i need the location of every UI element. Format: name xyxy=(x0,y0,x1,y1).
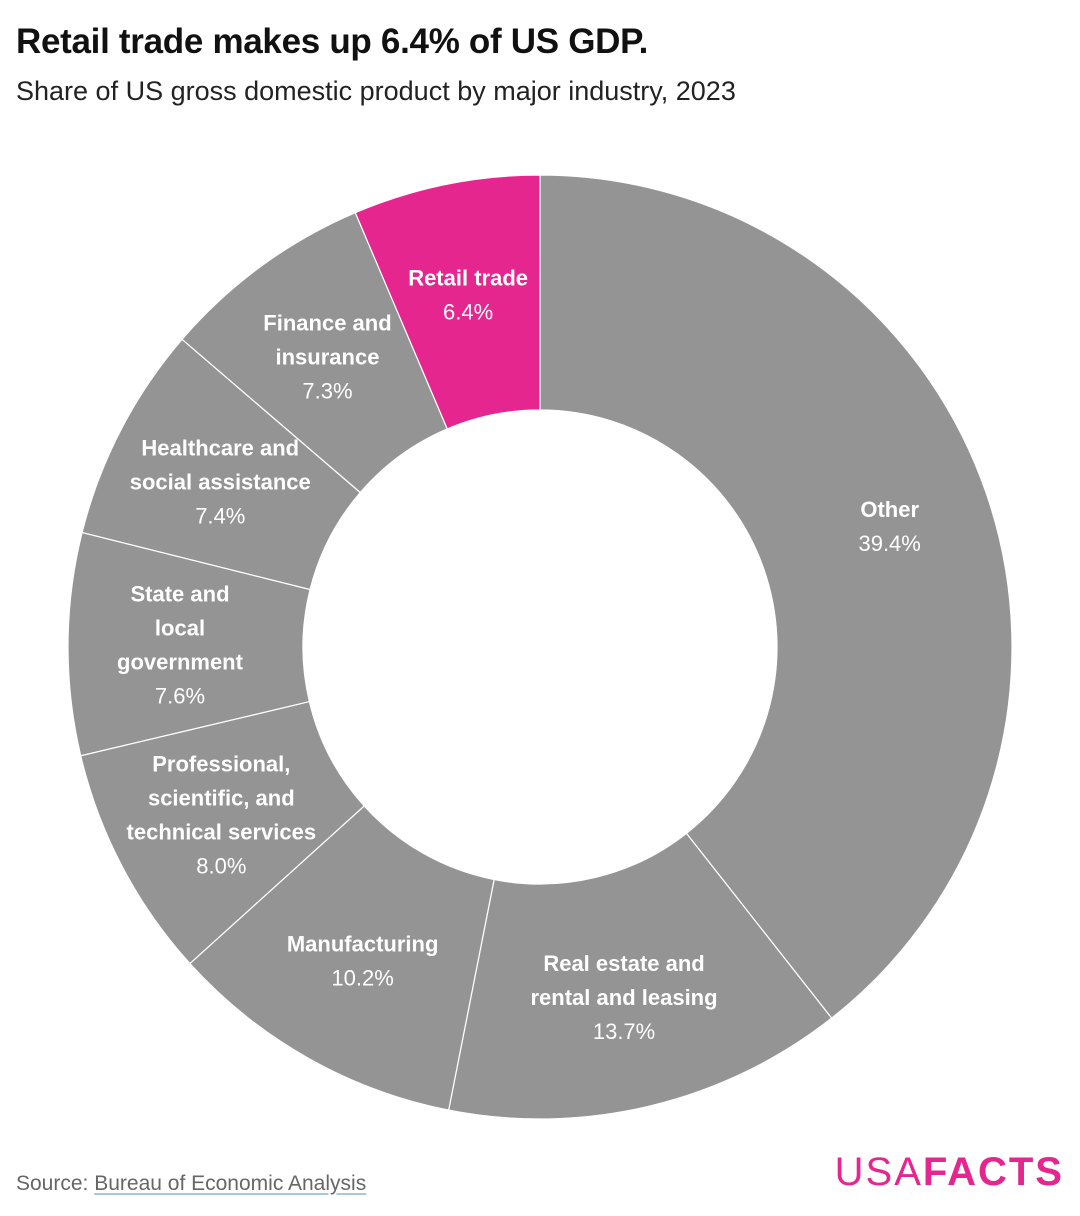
source-prefix: Source: xyxy=(16,1172,95,1195)
slice-label-3: Professional, scientific, and technical se… xyxy=(127,751,317,878)
slice-label-6: Finance and insurance 7.3% xyxy=(263,310,391,403)
slice-0 xyxy=(539,174,1013,1019)
slice-1 xyxy=(447,832,833,1120)
slice-name-6-1: insurance xyxy=(276,344,380,369)
source-note: Source: Bureau of Economic Analysis xyxy=(16,1172,366,1196)
chart-title: Retail trade makes up 6.4% of US GDP. xyxy=(16,22,649,61)
slice-value-6: 7.3% xyxy=(302,378,352,403)
slice-name-1-1: rental and leasing xyxy=(531,985,718,1010)
slice-value-5: 7.4% xyxy=(195,504,245,529)
slice-name-2-0: Manufacturing xyxy=(287,931,439,956)
slice-name-4-1: local xyxy=(155,616,205,641)
slice-value-7: 6.4% xyxy=(443,299,493,324)
logo-usa: USA xyxy=(834,1150,923,1194)
slice-name-1-0: Real estate and xyxy=(543,951,704,976)
slice-label-2: Manufacturing 10.2% xyxy=(287,931,439,990)
usafacts-logo: USAFACTS xyxy=(835,1150,1064,1195)
slice-7 xyxy=(354,174,541,430)
logo-facts: FACTS xyxy=(922,1150,1064,1194)
slice-name-0-0: Other xyxy=(860,497,919,522)
slice-label-5: Healthcare and social assistance 7.4% xyxy=(130,436,311,529)
slice-name-4-0: State and xyxy=(130,582,229,607)
slice-value-1: 13.7% xyxy=(593,1019,655,1044)
slice-name-3-2: technical services xyxy=(127,819,317,844)
slice-label-0: Other 39.4% xyxy=(858,497,920,556)
slice-name-3-1: scientific, and xyxy=(148,785,295,810)
slice-name-3-0: Professional, xyxy=(152,751,290,776)
slice-label-7: Retail trade 6.4% xyxy=(408,265,528,324)
slice-name-5-1: social assistance xyxy=(130,470,311,495)
slice-2 xyxy=(189,805,495,1111)
slice-label-1: Real estate and rental and leasing 13.7% xyxy=(531,951,718,1044)
slice-label-4: State and local government 7.6% xyxy=(117,582,244,709)
slice-value-4: 7.6% xyxy=(155,684,205,709)
source-link[interactable]: Bureau of Economic Analysis xyxy=(94,1172,367,1195)
slice-value-2: 10.2% xyxy=(331,965,393,990)
chart-subtitle: Share of US gross domestic product by ma… xyxy=(16,76,736,106)
slice-name-5-0: Healthcare and xyxy=(141,436,299,461)
slice-name-6-0: Finance and xyxy=(263,310,391,335)
slice-name-7-0: Retail trade xyxy=(408,265,528,290)
slice-name-4-2: government xyxy=(117,650,244,675)
slice-value-3: 8.0% xyxy=(196,853,246,878)
slice-value-0: 39.4% xyxy=(858,531,920,556)
